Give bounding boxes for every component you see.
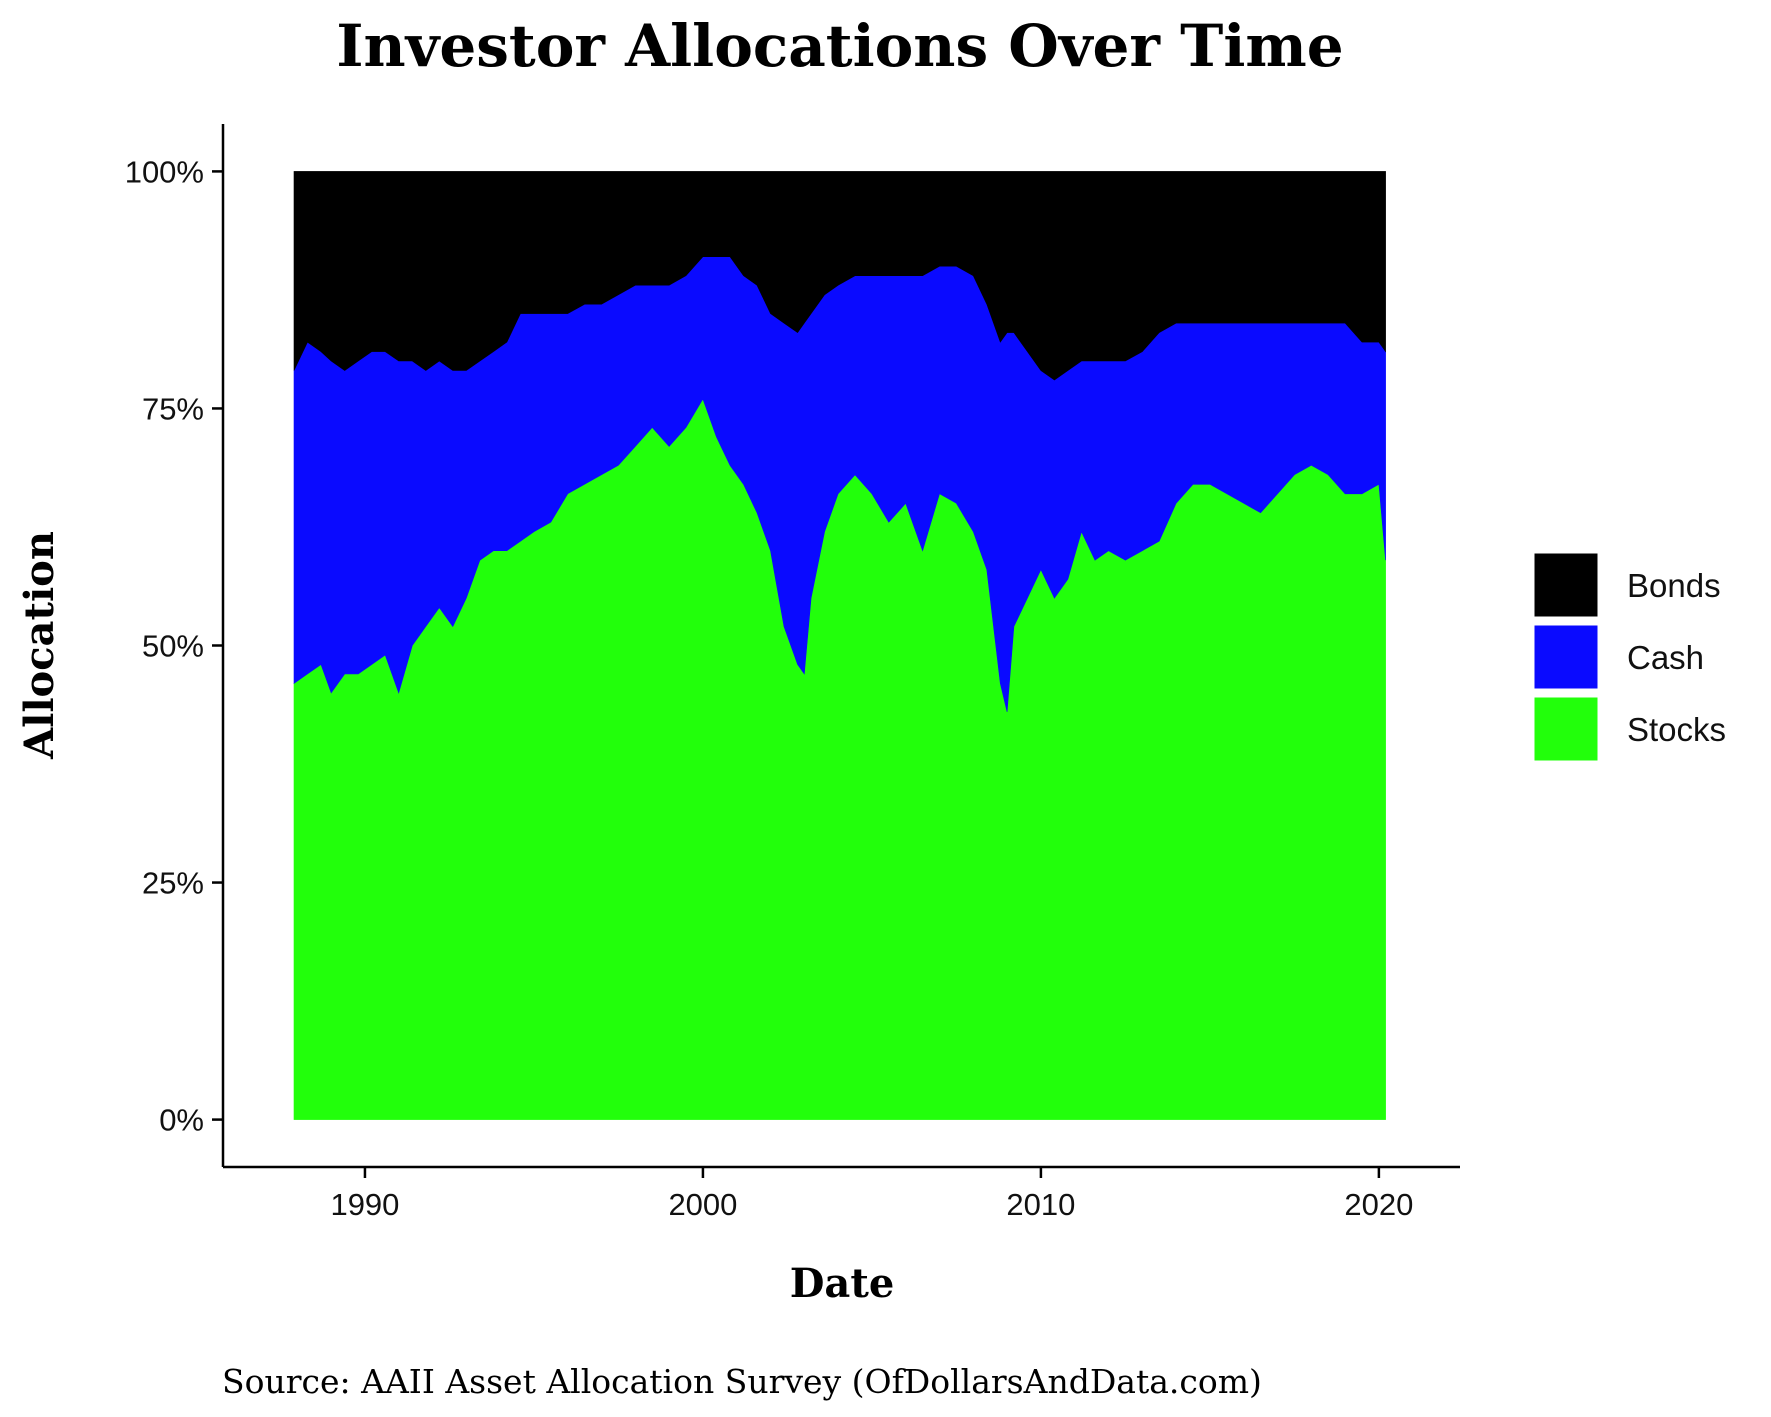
legend-label-bonds: Bonds [1627, 567, 1721, 604]
stacked-areas [293, 171, 1386, 1120]
legend-swatch-bonds [1531, 550, 1601, 620]
legend: Bonds Cash Stocks [1531, 550, 1726, 764]
x-tick-label: 2010 [1006, 1187, 1075, 1222]
legend-label-cash: Cash [1627, 639, 1704, 676]
area-bonds [293, 171, 1386, 381]
legend-swatch-stocks [1531, 694, 1601, 764]
legend-swatch-cash [1531, 622, 1601, 692]
source-note: Source: AAII Asset Allocation Survey (Of… [222, 1362, 1262, 1401]
y-tick-label: 0% [159, 1103, 204, 1138]
x-tick-label: 2000 [668, 1187, 737, 1222]
y-tick-label: 100% [125, 154, 204, 189]
y-axis-title: Allocation [16, 531, 63, 760]
y-tick-label: 25% [142, 866, 204, 901]
legend-label-stocks: Stocks [1627, 711, 1726, 748]
x-axis-ticks: 1990 2000 2010 2020 [330, 1167, 1413, 1222]
chart-title: Investor Allocations Over Time [336, 12, 1343, 80]
y-tick-label: 75% [142, 391, 204, 426]
y-axis-ticks: 0% 25% 50% 75% 100% [125, 154, 223, 1138]
y-tick-label: 50% [142, 629, 204, 664]
x-axis-title: Date [790, 1260, 895, 1307]
x-tick-label: 2020 [1344, 1187, 1413, 1222]
x-tick-label: 1990 [330, 1187, 399, 1222]
